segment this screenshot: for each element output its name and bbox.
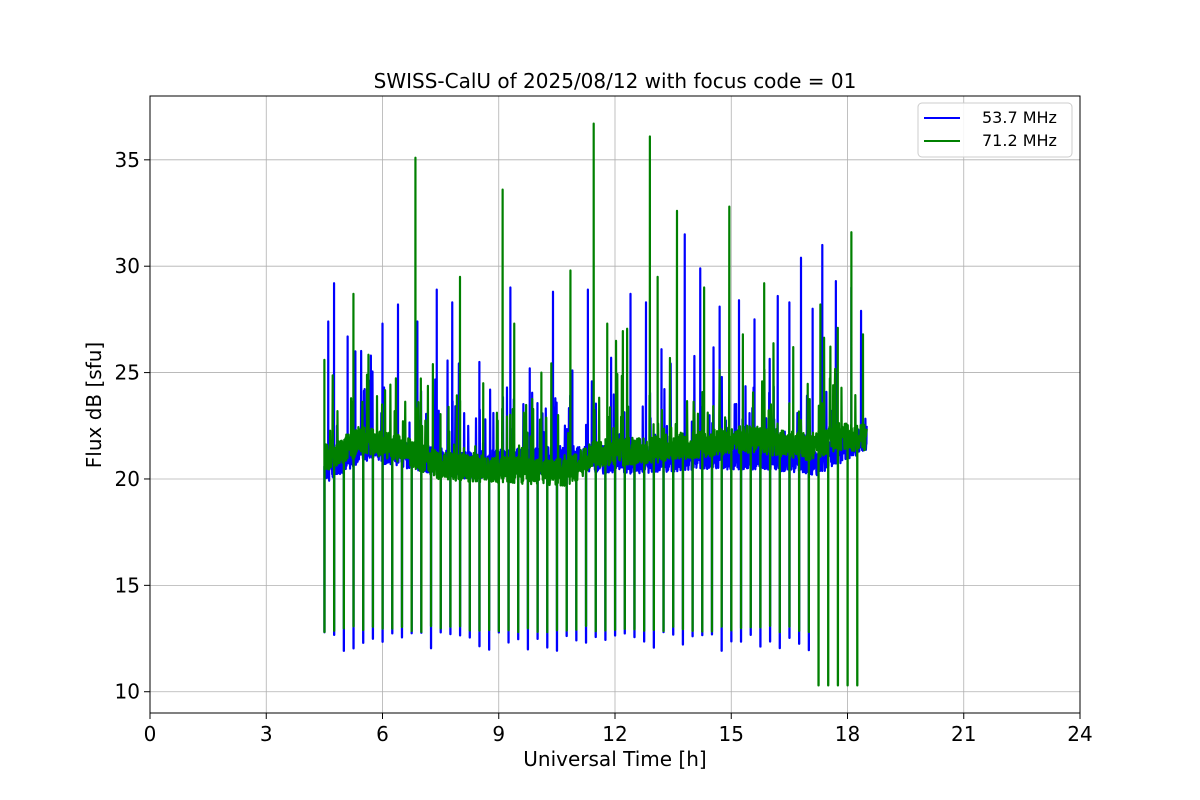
series-layer: [323, 122, 868, 687]
y-tick-label: 35: [115, 148, 140, 172]
y-tick-label: 15: [115, 573, 140, 597]
legend-label-53-7-mhz: 53.7 MHz: [982, 108, 1057, 127]
x-tick-label: 6: [376, 722, 389, 746]
x-tick-label: 3: [260, 722, 273, 746]
y-axis-title: Flux dB [sfu]: [82, 342, 106, 468]
x-axis-title: Universal Time [h]: [523, 747, 706, 771]
x-tick-label: 12: [602, 722, 627, 746]
legend-label-71-2-mhz: 71.2 MHz: [982, 131, 1057, 150]
y-tick-label: 10: [115, 680, 140, 704]
x-tick-label: 9: [492, 722, 505, 746]
x-tick-label: 0: [144, 722, 157, 746]
axis-ticks: 0 3 6 9 12 15 18 21 24 10 15 20 25 30 35: [115, 148, 1093, 746]
legend-box: [917, 102, 1073, 158]
x-tick-label: 18: [835, 722, 860, 746]
x-tick-label: 15: [719, 722, 744, 746]
y-tick-label: 30: [115, 254, 140, 278]
series-line-71-2-mhz: [323, 122, 868, 687]
y-tick-label: 25: [115, 361, 140, 385]
chart-title: SWISS-CalU of 2025/08/12 with focus code…: [374, 69, 857, 93]
x-tick-label: 21: [951, 722, 976, 746]
x-tick-label: 24: [1067, 722, 1092, 746]
legend: 53.7 MHz 71.2 MHz: [917, 102, 1073, 158]
y-tick-label: 20: [115, 467, 140, 491]
